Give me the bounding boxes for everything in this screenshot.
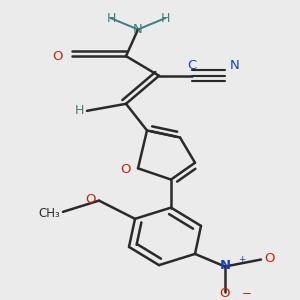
Text: N: N — [133, 23, 143, 36]
Text: C: C — [188, 59, 196, 72]
Text: O: O — [52, 50, 63, 63]
Text: H: H — [75, 104, 84, 117]
Text: O: O — [85, 193, 96, 206]
Text: H: H — [160, 12, 170, 25]
Text: N: N — [219, 259, 231, 272]
Text: H: H — [106, 12, 116, 25]
Text: O: O — [220, 287, 230, 300]
Text: −: − — [242, 287, 251, 300]
Text: N: N — [230, 59, 239, 72]
Text: +: + — [238, 255, 245, 264]
Text: O: O — [120, 163, 130, 176]
Text: O: O — [264, 252, 274, 265]
Text: CH₃: CH₃ — [38, 207, 60, 220]
